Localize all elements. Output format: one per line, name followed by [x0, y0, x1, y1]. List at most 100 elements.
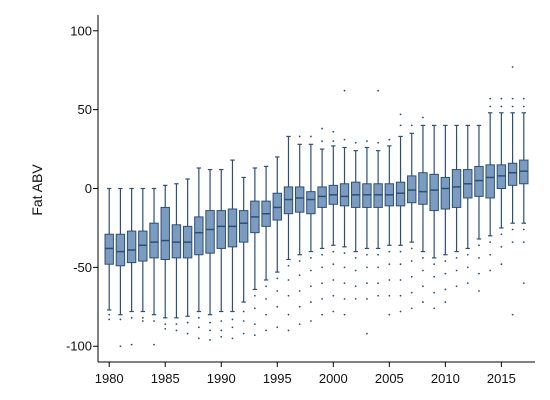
box-2013 — [474, 124, 484, 292]
outlier-point — [500, 105, 503, 108]
outlier-point — [489, 253, 492, 256]
outlier-point — [522, 241, 525, 244]
outlier-point — [343, 252, 346, 255]
box-2011 — [451, 124, 462, 288]
box-iqr — [474, 165, 484, 197]
outlier-point — [455, 257, 458, 259]
outlier-point — [220, 335, 223, 338]
box-1980 — [104, 187, 114, 321]
box-2012 — [463, 124, 473, 285]
outlier-point — [410, 247, 413, 250]
outlier-point — [433, 307, 436, 310]
boxes-group — [104, 66, 529, 348]
outlier-point — [130, 343, 133, 346]
x-tick-label: 1980 — [95, 371, 124, 386]
y-tick-label: 0 — [85, 181, 92, 196]
outlier-point — [141, 320, 144, 322]
outlier-point — [332, 250, 335, 253]
outlier-point — [377, 282, 380, 285]
outlier-point — [231, 318, 234, 321]
outlier-point — [399, 294, 402, 297]
outlier-point — [399, 250, 402, 253]
outlier-point — [332, 294, 335, 297]
outlier-point — [511, 97, 514, 100]
y-tick-label: 50 — [78, 102, 92, 117]
box-1983 — [138, 187, 148, 322]
box-1981 — [115, 187, 126, 348]
outlier-point — [265, 313, 267, 316]
outlier-point — [377, 141, 380, 144]
outlier-point — [253, 307, 256, 310]
box-1985 — [160, 184, 170, 330]
outlier-point — [489, 241, 492, 244]
outlier-point — [332, 279, 335, 281]
outlier-point — [209, 339, 211, 341]
outlier-point — [298, 260, 301, 262]
outlier-point — [366, 282, 368, 285]
x-tick-label: 2010 — [431, 371, 460, 386]
outlier-point — [366, 140, 368, 143]
outlier-point — [366, 332, 368, 335]
outlier-point — [175, 323, 178, 326]
box-iqr — [407, 175, 417, 204]
box-1992 — [238, 176, 249, 335]
outlier-point — [455, 269, 458, 272]
outlier-point — [298, 323, 301, 326]
box-2001 — [339, 89, 350, 316]
box-2016 — [507, 66, 518, 316]
outlier-point — [298, 305, 301, 308]
x-tick-label: 1995 — [263, 371, 292, 386]
box-iqr — [485, 164, 495, 199]
outlier-point — [366, 266, 368, 269]
outlier-point — [354, 285, 357, 288]
box-iqr — [115, 233, 126, 267]
outlier-point — [298, 274, 301, 277]
outlier-point — [130, 316, 133, 319]
outlier-point — [231, 337, 234, 340]
outlier-point — [399, 113, 402, 116]
outlier-point — [309, 285, 312, 288]
outlier-point — [410, 260, 413, 262]
outlier-point — [466, 253, 469, 256]
outlier-point — [164, 327, 167, 330]
outlier-point — [466, 282, 469, 285]
outlier-point — [388, 250, 391, 253]
outlier-point — [253, 323, 256, 326]
outlier-point — [186, 321, 189, 324]
outlier-point — [153, 320, 155, 322]
outlier-point — [354, 141, 357, 144]
outlier-point — [343, 298, 346, 300]
outlier-point — [377, 266, 380, 269]
box-iqr — [171, 224, 182, 259]
box-2006 — [395, 113, 406, 313]
outlier-point — [444, 301, 447, 303]
outlier-point — [242, 320, 245, 322]
outlier-point — [366, 298, 368, 300]
outlier-point — [253, 294, 256, 297]
outlier-point — [309, 269, 312, 272]
outlier-point — [197, 316, 200, 319]
box-iqr — [126, 230, 137, 264]
box-iqr — [294, 186, 305, 213]
outlier-point — [343, 89, 346, 92]
outlier-point — [399, 263, 402, 266]
outlier-point — [511, 313, 514, 316]
outlier-point — [377, 89, 380, 92]
x-tick-label: 2015 — [487, 371, 516, 386]
outlier-point — [321, 253, 324, 256]
box-2007 — [407, 124, 417, 310]
box-2005 — [384, 138, 395, 316]
outlier-point — [422, 301, 424, 303]
outlier-point — [287, 294, 290, 297]
outlier-point — [321, 282, 324, 285]
outlier-point — [276, 305, 279, 308]
outlier-point — [489, 269, 492, 272]
outlier-point — [522, 282, 525, 285]
box-iqr — [306, 191, 316, 215]
outlier-point — [287, 313, 290, 316]
outlier-point — [444, 260, 447, 262]
outlier-point — [511, 66, 514, 68]
outlier-point — [399, 310, 402, 313]
outlier-point — [265, 285, 267, 288]
